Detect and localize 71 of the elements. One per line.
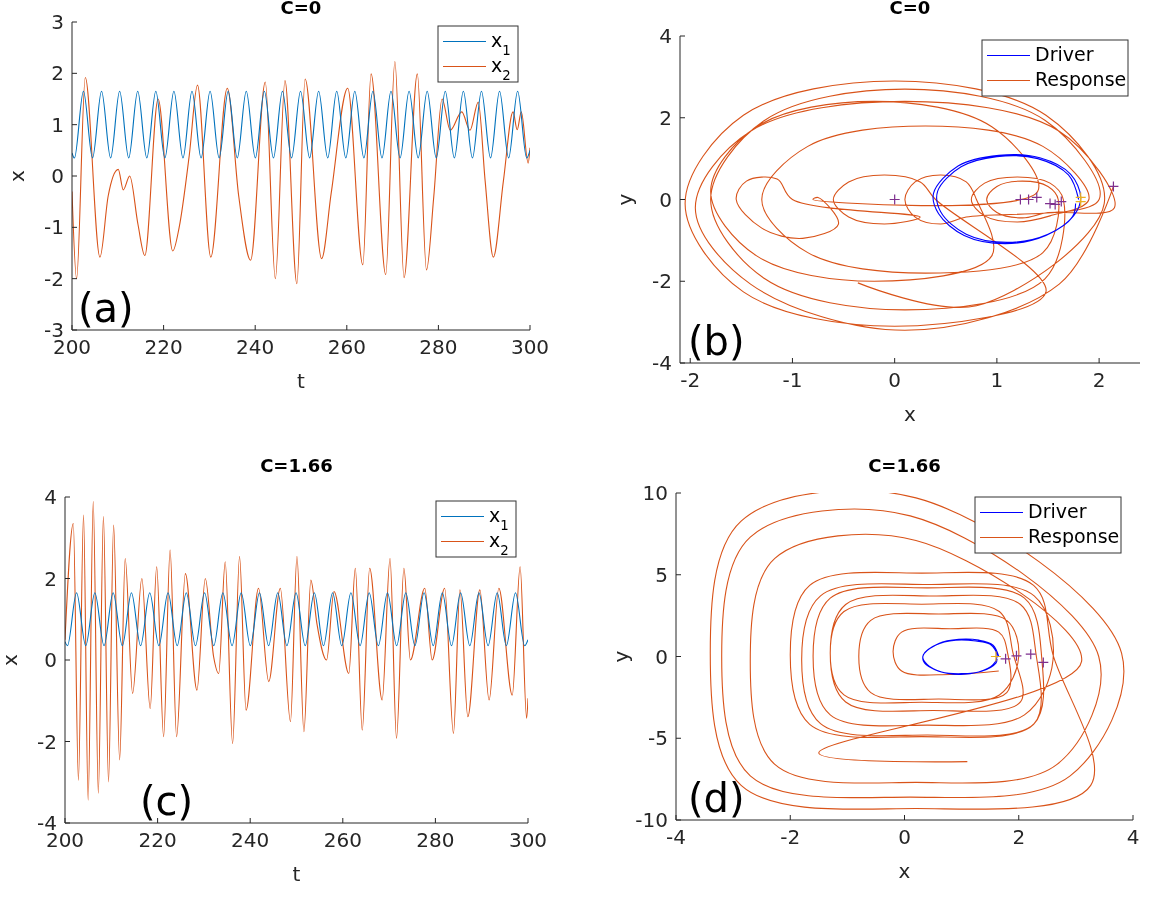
x-tick-label: 0 [898, 825, 911, 849]
x-tick-label: 4 [1126, 825, 1140, 849]
y-tick-label: 0 [659, 187, 672, 212]
x-tick-label: 0 [888, 368, 902, 392]
legend-label: Driver [1028, 500, 1087, 523]
x-tick-label: 280 [419, 335, 458, 359]
y-tick-label: 5 [655, 562, 668, 587]
chart-title: C=0 [889, 0, 931, 18]
point [1075, 191, 1087, 204]
y-tick-label: 10 [642, 481, 668, 505]
annotation: (c) [140, 778, 194, 824]
x-tick-label: -2 [780, 825, 801, 849]
line-series [65, 592, 528, 647]
y-tick-label: -10 [635, 808, 668, 832]
y-tick-label: 0 [655, 644, 668, 669]
x-axis-title: x [898, 859, 911, 883]
annotation: (d) [688, 775, 745, 821]
legend-label: Driver [1035, 43, 1094, 66]
x-tick-label: 280 [416, 828, 455, 852]
y-tick-label: 0 [51, 164, 64, 188]
y-tick-label: -2 [652, 269, 672, 294]
legend-label: Response [1035, 68, 1127, 91]
x-tick-label: 240 [236, 335, 275, 359]
y-axis-title: y [613, 193, 637, 206]
point [1049, 198, 1061, 211]
point [1055, 195, 1067, 208]
line-series [72, 60, 530, 285]
line-series [932, 154, 1082, 245]
chart-title: C=0 [280, 0, 322, 18]
y-tick-label: 2 [44, 566, 57, 591]
x-tick-label: -1 [782, 368, 803, 392]
annotation: (a) [78, 285, 134, 331]
y-tick-label: 4 [44, 485, 57, 509]
chart-title: C=1.66 [868, 455, 941, 476]
point [1031, 191, 1043, 204]
point [889, 193, 901, 206]
y-axis-title: y [609, 650, 633, 663]
y-axis-title: x [5, 169, 29, 182]
line-series [922, 638, 1000, 676]
x-tick-label: 300 [510, 335, 550, 359]
x-tick-label: -2 [680, 368, 701, 392]
y-tick-label: 1 [51, 112, 64, 137]
x-tick-label: 260 [323, 828, 362, 852]
y-tick-label: -2 [37, 729, 57, 754]
x-axis-title: t [297, 369, 306, 393]
legend-label: Response [1028, 525, 1120, 548]
chart-title: C=1.66 [260, 455, 333, 476]
x-tick-label: 2 [1012, 825, 1026, 849]
point [1107, 180, 1120, 193]
x-tick-label: 220 [144, 335, 183, 359]
y-tick-label: -4 [652, 351, 672, 375]
annotation: (b) [688, 318, 745, 364]
y-tick-label: -5 [648, 726, 668, 751]
x-tick-label: 2 [1092, 368, 1106, 392]
x-tick-label: 1 [990, 368, 1004, 392]
y-tick-label: -1 [44, 215, 64, 240]
y-tick-label: 0 [44, 648, 57, 672]
y-tick-label: 3 [51, 10, 64, 34]
x-tick-label: 260 [327, 335, 366, 359]
x-tick-label: 240 [231, 828, 270, 852]
y-axis-title: x [0, 653, 22, 666]
y-tick-label: -2 [44, 266, 64, 291]
x-axis-title: x [904, 402, 917, 426]
point [1044, 197, 1056, 210]
line-series [72, 90, 530, 159]
x-axis-title: t [292, 862, 301, 886]
y-tick-label: 2 [659, 105, 672, 130]
y-tick-label: 4 [659, 24, 672, 48]
x-tick-label: 220 [138, 828, 177, 852]
y-tick-label: 2 [51, 61, 64, 86]
x-tick-label: 300 [508, 828, 548, 852]
